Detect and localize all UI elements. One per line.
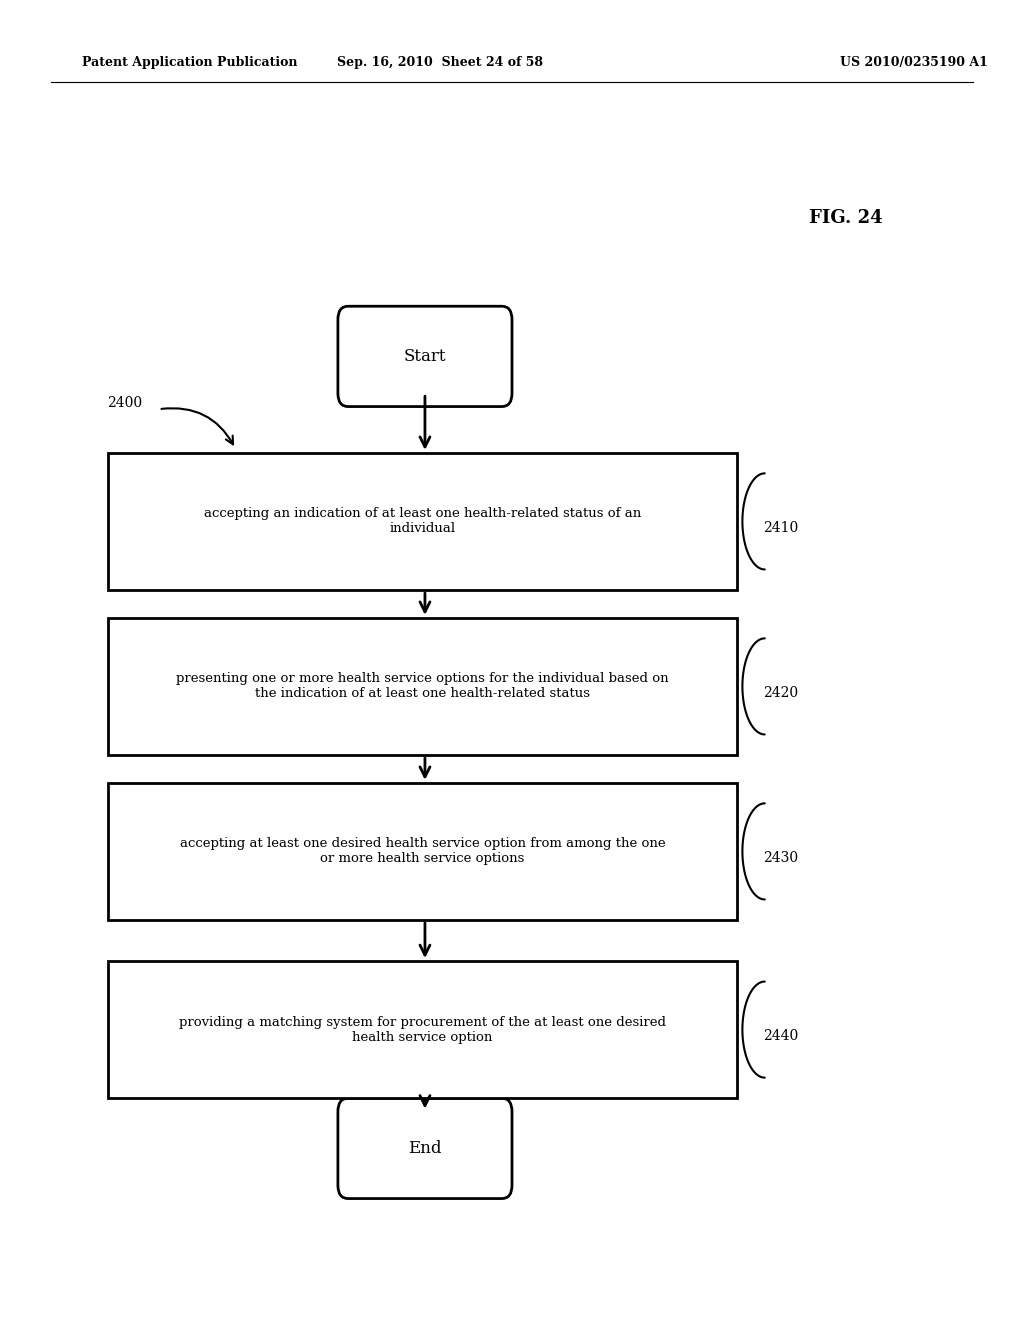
Text: End: End xyxy=(409,1140,441,1156)
Text: Patent Application Publication: Patent Application Publication xyxy=(82,55,297,69)
Bar xyxy=(108,783,737,920)
Bar xyxy=(108,961,737,1098)
Text: presenting one or more health service options for the individual based on
the in: presenting one or more health service op… xyxy=(176,672,669,701)
Text: 2420: 2420 xyxy=(763,686,798,701)
FancyBboxPatch shape xyxy=(338,1098,512,1199)
Text: 2430: 2430 xyxy=(763,851,798,866)
Text: Start: Start xyxy=(403,348,446,364)
FancyBboxPatch shape xyxy=(338,306,512,407)
Text: FIG. 24: FIG. 24 xyxy=(809,209,883,227)
Bar xyxy=(108,618,737,755)
Text: 2400: 2400 xyxy=(108,396,142,409)
Text: accepting an indication of at least one health-related status of an
individual: accepting an indication of at least one … xyxy=(204,507,641,536)
Text: Sep. 16, 2010  Sheet 24 of 58: Sep. 16, 2010 Sheet 24 of 58 xyxy=(337,55,544,69)
Text: providing a matching system for procurement of the at least one desired
health s: providing a matching system for procurem… xyxy=(179,1015,666,1044)
Text: US 2010/0235190 A1: US 2010/0235190 A1 xyxy=(840,55,987,69)
Bar xyxy=(108,453,737,590)
Text: accepting at least one desired health service option from among the one
or more : accepting at least one desired health se… xyxy=(179,837,666,866)
Text: 2410: 2410 xyxy=(763,521,798,536)
Text: 2440: 2440 xyxy=(763,1030,798,1044)
